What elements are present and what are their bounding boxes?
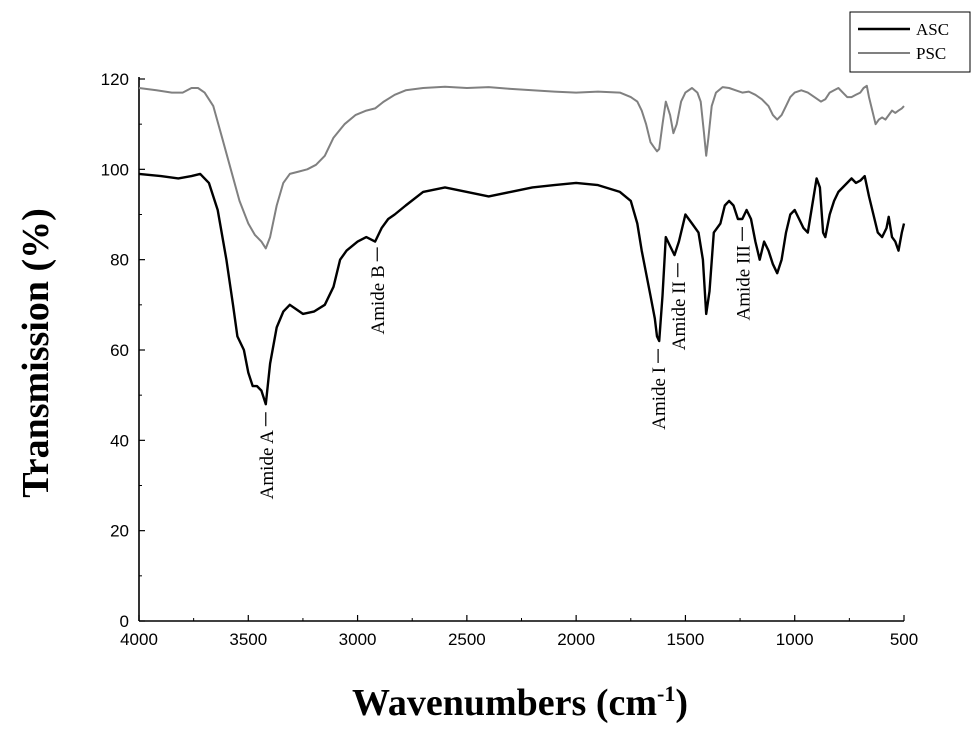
y-axis-title: Transmission (%) [15, 208, 57, 498]
y-tick-label: 0 [120, 612, 129, 631]
x-tick-label: 3000 [339, 630, 377, 649]
x-axis-title-close: ) [675, 682, 688, 724]
x-tick-label: 1500 [667, 630, 705, 649]
x-tick-label: 3500 [229, 630, 267, 649]
x-tick-label: 500 [890, 630, 918, 649]
x-tick-label: 2000 [557, 630, 595, 649]
x-axis-title-main: Wavenumbers (cm [352, 682, 657, 724]
legend: ASC PSC [849, 11, 971, 73]
annotation-layer: Amide A Amide B Amide I Amide II Amide III [257, 227, 754, 499]
x-tick-label: 4000 [120, 630, 158, 649]
x-axis-title: Wavenumbers (cm-1) [352, 681, 688, 724]
legend-label-asc: ASC [916, 20, 949, 39]
x-tick-label: 2500 [448, 630, 486, 649]
axes: 4000 3500 3000 2500 2000 1500 1000 500 0 20 40 60 80… [101, 70, 919, 649]
x-axis-title-superscript: -1 [657, 681, 675, 706]
y-tick-label: 100 [101, 160, 129, 179]
series-line-asc [138, 172, 906, 406]
y-tick-label: 120 [101, 70, 129, 89]
x-tick-label: 1000 [776, 630, 814, 649]
series-layer [138, 84, 906, 406]
y-tick-label: 60 [110, 341, 129, 360]
series-line-psc [138, 84, 905, 250]
y-tick-label: 20 [110, 522, 129, 541]
annotation-label: Amide B [368, 265, 389, 334]
annotation-label: Amide II [669, 281, 690, 350]
annotation-label: Amide III [733, 245, 754, 320]
y-tick-label: 80 [110, 251, 129, 270]
annotation-label: Amide I [649, 367, 670, 430]
legend-box [849, 11, 971, 73]
legend-label-psc: PSC [916, 44, 946, 63]
y-tick-label: 40 [110, 431, 129, 450]
annotation-label: Amide A [257, 430, 278, 499]
